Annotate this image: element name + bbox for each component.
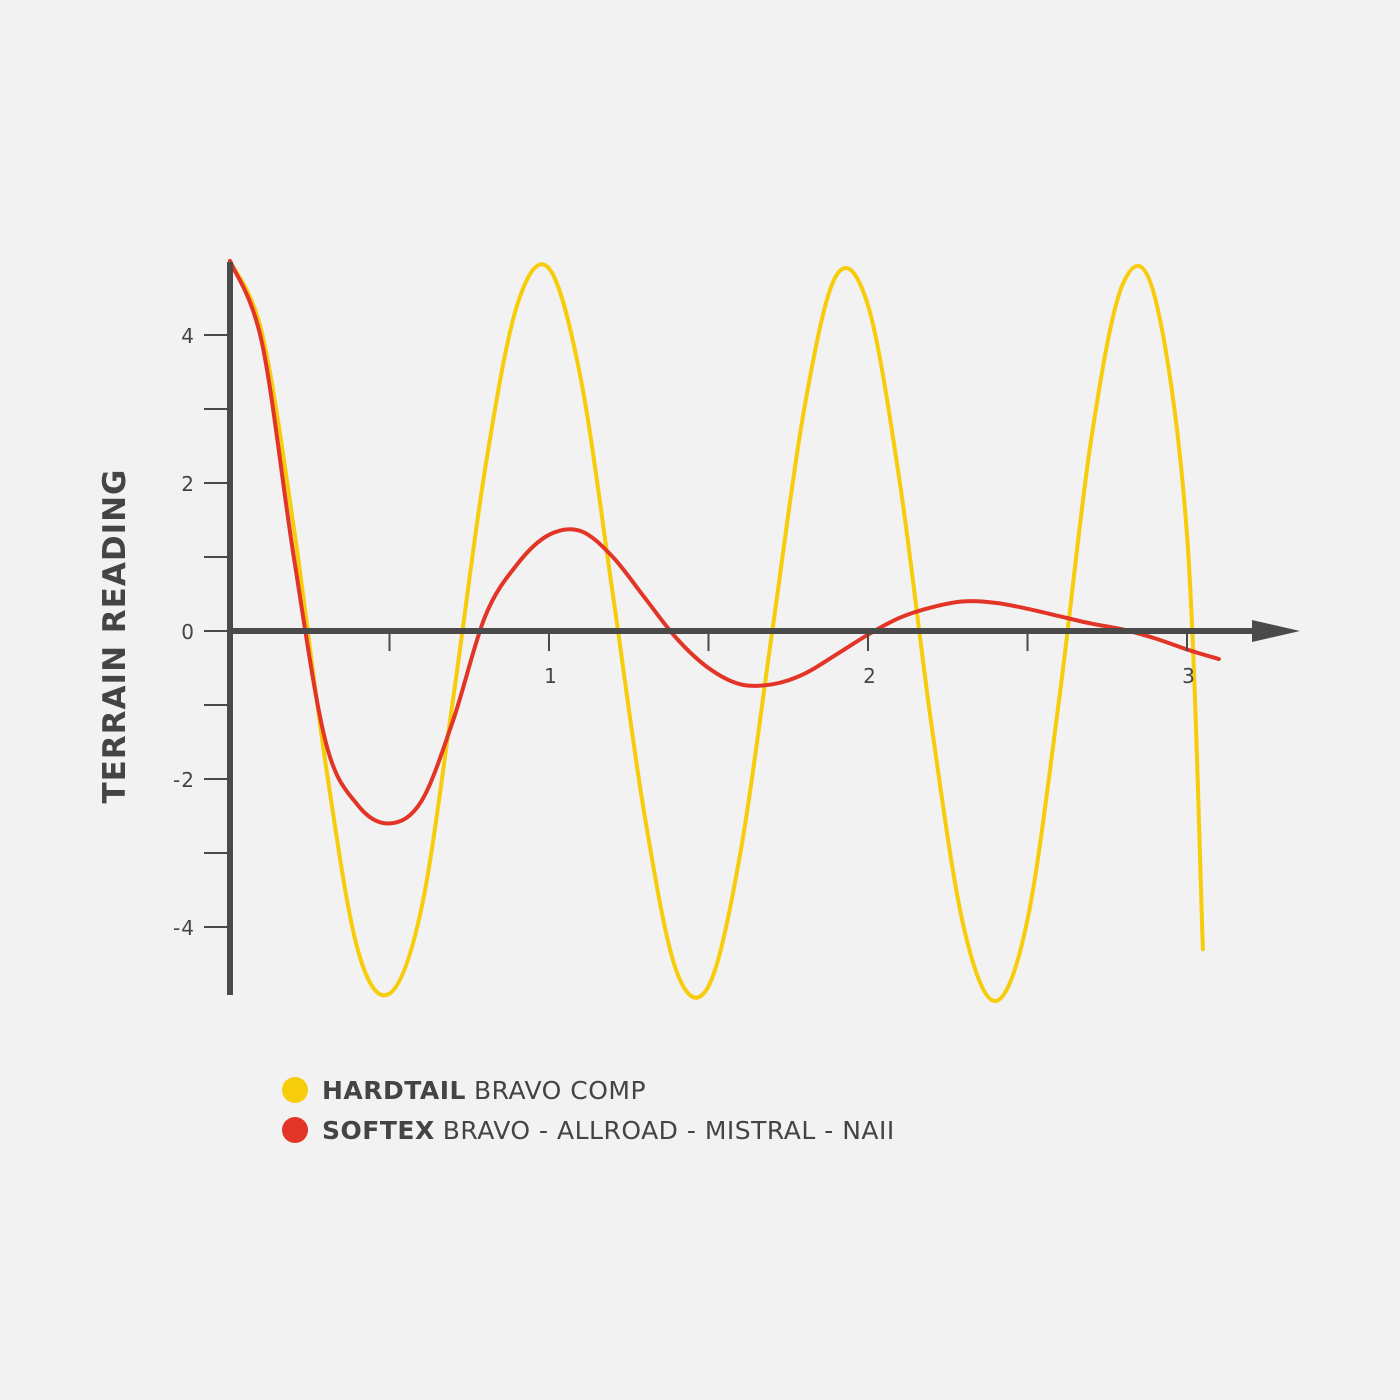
y-tick-label: -2 xyxy=(173,768,195,792)
y-tick-label: 2 xyxy=(181,472,195,496)
legend: HARDTAIL BRAVO COMP SOFTEX BRAVO - ALLRO… xyxy=(282,1070,895,1150)
y-tick-label: 4 xyxy=(181,324,195,348)
legend-dot-softex xyxy=(282,1117,308,1143)
legend-label-bold: SOFTEX xyxy=(322,1115,435,1145)
x-tick-label: 2 xyxy=(863,664,877,688)
x-axis-arrow xyxy=(1252,620,1300,642)
legend-item-softex: SOFTEX BRAVO - ALLROAD - MISTRAL - NAII xyxy=(282,1110,895,1150)
axes: 4 2 0 -2 -4 1 2 3 xyxy=(173,262,1300,995)
series-layer xyxy=(228,259,1221,1003)
y-tick-label: -4 xyxy=(173,916,195,940)
x-tick-label: 1 xyxy=(544,664,558,688)
legend-label-bold: HARDTAIL xyxy=(322,1075,466,1105)
legend-item-hardtail: HARDTAIL BRAVO COMP xyxy=(282,1070,895,1110)
series-line-softex xyxy=(228,259,1221,826)
y-axis-label: TERRAIN READING xyxy=(97,468,133,803)
legend-label: BRAVO - ALLROAD - MISTRAL - NAII xyxy=(442,1115,895,1145)
x-tick-label: 3 xyxy=(1182,664,1196,688)
y-tick-label: 0 xyxy=(181,620,195,644)
legend-dot-hardtail xyxy=(282,1077,308,1103)
series-line-hardtail xyxy=(228,259,1205,1003)
legend-label: BRAVO COMP xyxy=(473,1075,647,1105)
